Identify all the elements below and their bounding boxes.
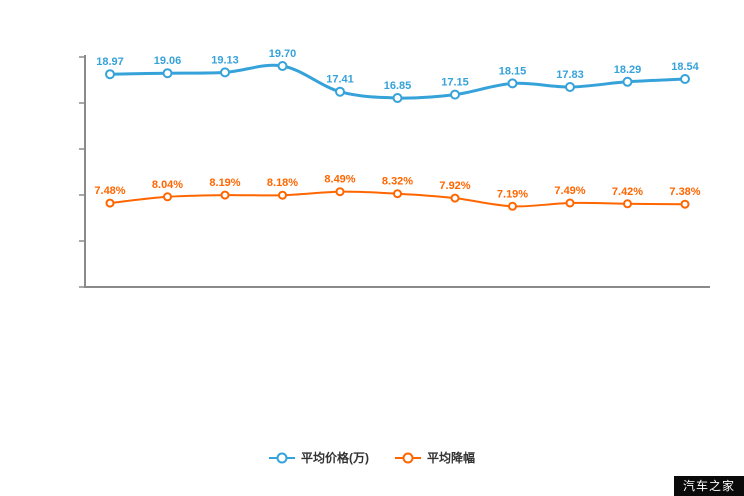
data-label: 16.85	[384, 80, 412, 92]
legend-item-average-price[interactable]: 平均价格(万)	[268, 449, 369, 466]
legend-item-average-discount[interactable]: 平均降幅	[394, 449, 475, 466]
data-label: 8.32%	[382, 176, 413, 188]
data-point[interactable]	[565, 198, 575, 208]
data-point[interactable]	[277, 61, 288, 71]
watermark-autohome: 汽车之家	[673, 476, 744, 496]
data-label: 8.18%	[267, 177, 298, 189]
data-point[interactable]	[680, 74, 690, 84]
data-label: 7.19%	[497, 188, 528, 200]
data-point[interactable]	[163, 192, 172, 202]
data-point[interactable]	[450, 89, 460, 100]
legend-line-dot-icon	[268, 452, 295, 464]
legend-label-average-price: 平均价格(万)	[300, 451, 369, 465]
data-point[interactable]	[508, 201, 517, 211]
data-label: 7.38%	[669, 186, 700, 198]
data-label: 8.19%	[209, 177, 240, 189]
data-label: 18.29	[614, 64, 642, 76]
data-point[interactable]	[162, 68, 173, 79]
data-point[interactable]	[623, 199, 632, 209]
data-point[interactable]	[392, 93, 403, 103]
data-label: 8.04%	[152, 179, 183, 191]
data-label: 19.13	[211, 54, 239, 66]
data-point[interactable]	[393, 189, 402, 199]
data-label: 7.48%	[94, 185, 125, 197]
data-label: 19.06	[154, 55, 182, 67]
data-point[interactable]	[335, 187, 345, 197]
data-label: 7.42%	[612, 186, 643, 198]
data-point[interactable]	[105, 69, 115, 80]
data-point[interactable]	[622, 76, 633, 87]
data-point[interactable]	[565, 82, 575, 92]
data-label: 18.97	[96, 56, 124, 68]
data-label: 17.83	[556, 69, 584, 81]
data-point[interactable]	[450, 193, 460, 203]
data-label: 8.49%	[324, 174, 355, 186]
legend-label-average-discount: 平均降幅	[426, 451, 475, 465]
line-chart: 18.97 19.06 19.13 19.70 17.41 16.85 17.15 18.15…	[79, 48, 710, 288]
data-point[interactable]	[105, 198, 115, 208]
data-point[interactable]	[278, 190, 287, 200]
data-label: 18.54	[671, 61, 699, 73]
data-point[interactable]	[220, 67, 230, 78]
legend-line-dot-icon	[394, 452, 421, 464]
data-label: 7.92%	[439, 180, 470, 192]
data-point[interactable]	[507, 78, 518, 89]
data-label: 17.15	[441, 77, 469, 89]
data-point[interactable]	[680, 199, 690, 209]
data-label: 18.15	[499, 65, 527, 77]
data-point[interactable]	[335, 86, 345, 97]
data-label: 7.49%	[554, 185, 585, 197]
data-label: 17.41	[326, 74, 354, 86]
data-point[interactable]	[220, 190, 230, 200]
chart-legend: 平均价格(万) 平均降幅	[0, 449, 744, 466]
data-label: 19.70	[269, 48, 297, 60]
